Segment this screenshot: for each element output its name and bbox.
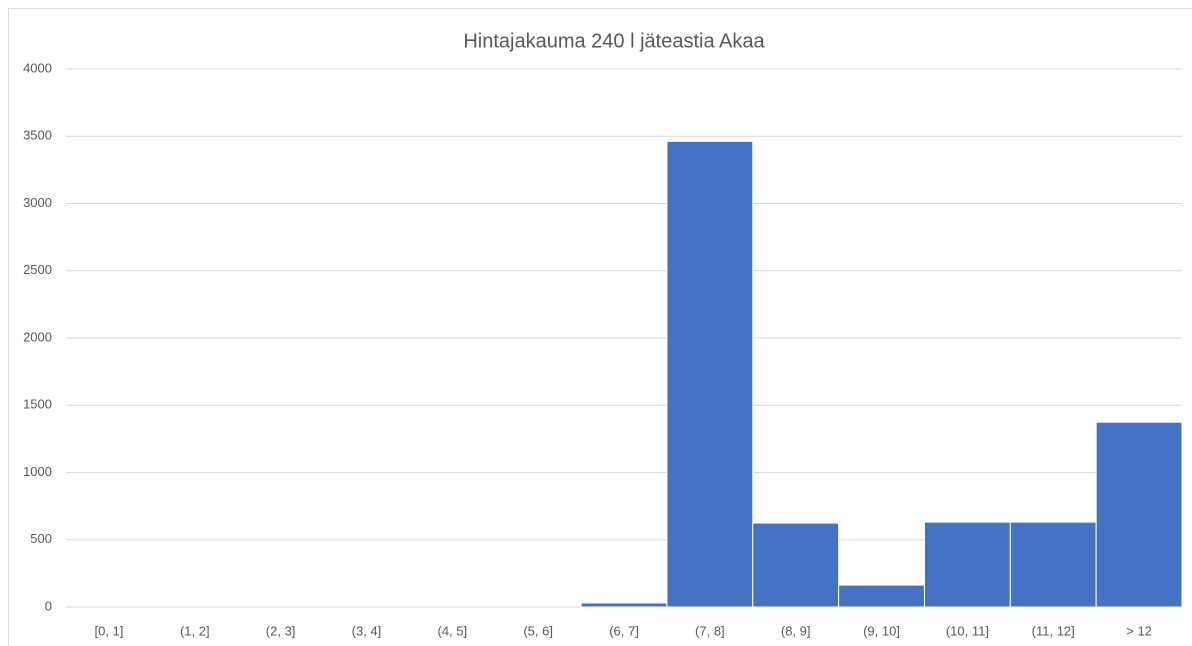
y-tick-label: 2000 — [23, 329, 52, 344]
y-tick-label: 500 — [30, 531, 52, 546]
chart-title: Hintajakauma 240 l jäteastia Akaa — [463, 30, 765, 52]
y-tick-label: 2500 — [23, 262, 52, 277]
y-tick-label: 0 — [45, 598, 52, 613]
x-tick-label: (5, 6] — [523, 623, 553, 638]
bar — [666, 140, 754, 608]
x-tick-label: (3, 4] — [352, 623, 382, 638]
bar — [580, 602, 668, 608]
x-tick-label: (8, 9] — [781, 623, 811, 638]
bar — [1095, 421, 1183, 608]
y-tick-label: 3500 — [23, 128, 52, 143]
bar — [838, 584, 925, 608]
x-tick-label: (2, 3] — [266, 623, 296, 638]
x-tick-label: (11, 12] — [1032, 623, 1075, 638]
x-tick-label: [0, 1] — [94, 623, 123, 638]
x-tick-label: (10, 11] — [946, 623, 989, 638]
x-tick-label: (7, 8] — [695, 623, 725, 638]
y-tick-label: 1000 — [23, 464, 52, 479]
y-tick-label: 1500 — [23, 397, 52, 412]
x-tick-label: (9, 10] — [863, 623, 900, 638]
x-tick-label: (1, 2] — [180, 623, 210, 638]
bar — [1009, 521, 1097, 608]
y-tick-label: 3000 — [23, 195, 52, 210]
chart-border — [8, 8, 1192, 646]
bar — [923, 521, 1011, 608]
x-tick-label: > 12 — [1126, 623, 1152, 638]
x-tick-label: (4, 5] — [437, 623, 467, 638]
bar — [752, 522, 840, 608]
y-tick-label: 4000 — [23, 60, 52, 75]
x-tick-label: (6, 7] — [609, 623, 639, 638]
